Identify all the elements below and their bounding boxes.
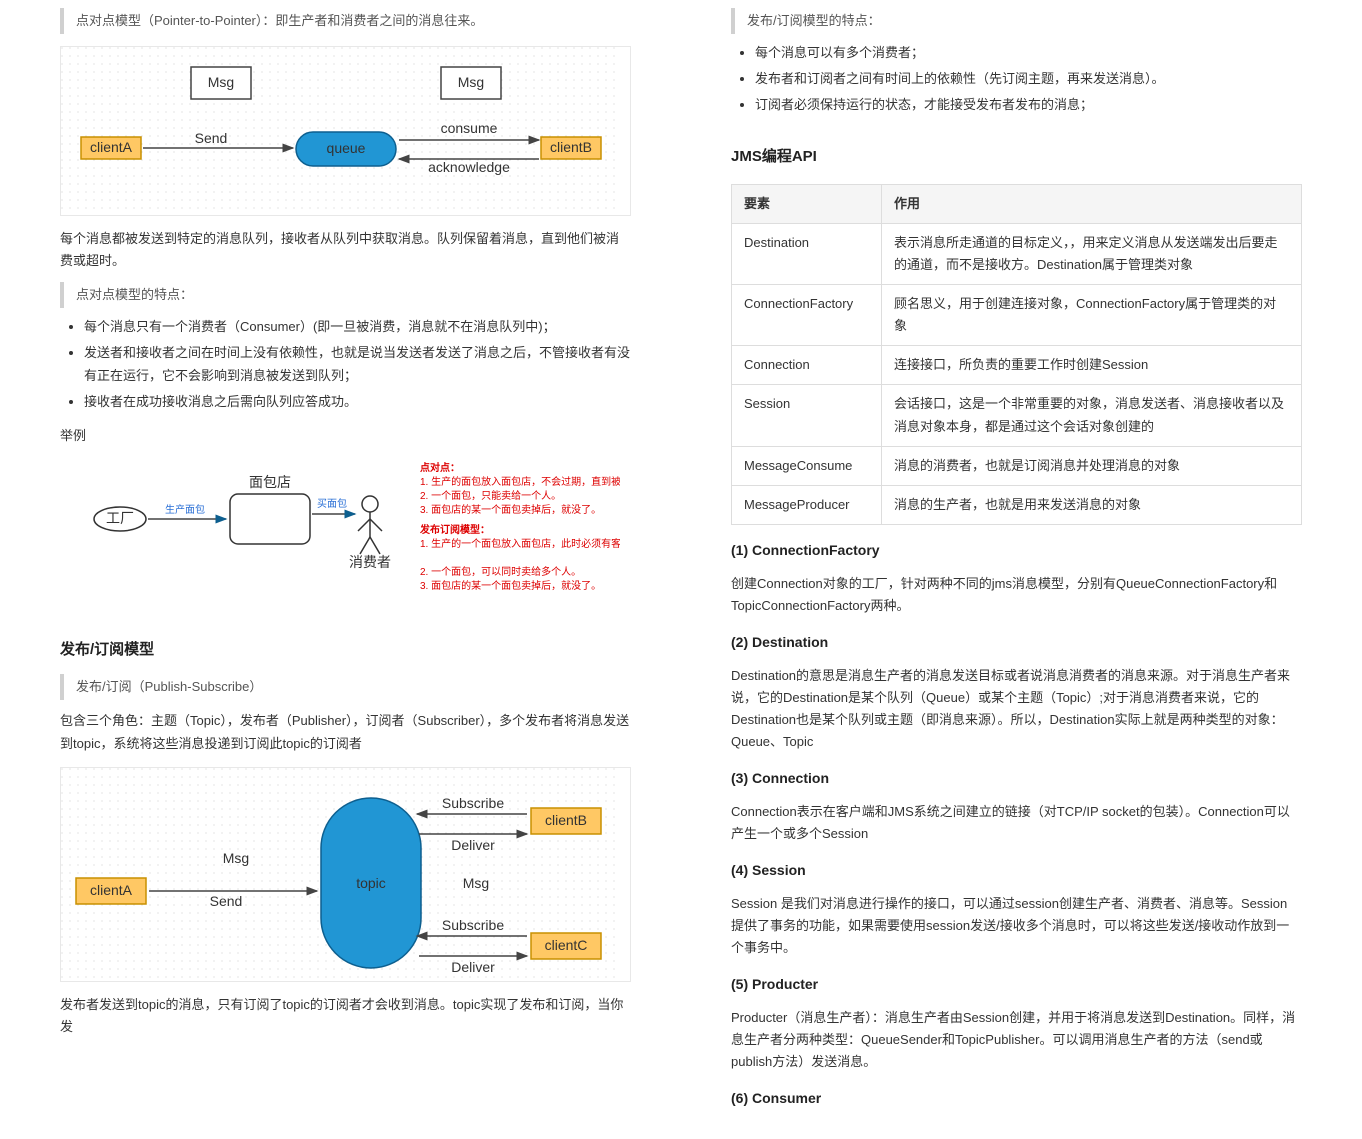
svg-text:工厂: 工厂 (106, 510, 134, 526)
svg-text:queue: queue (327, 140, 366, 156)
table-cell: Connection (732, 346, 882, 385)
list-item: 发送者和接收者之间在时间上没有依赖性，也就是说当发送者发送了消息之后，不管接收者… (84, 342, 631, 386)
section-heading: (1) ConnectionFactory (731, 539, 1302, 563)
section-heading: (5) Producter (731, 973, 1302, 997)
svg-text:clientB: clientB (550, 139, 592, 155)
quote-p2p-features: 点对点模型的特点： (60, 282, 631, 308)
diagram-pubsub-topic: clientA topic clientB clientC Msg Msg Se… (60, 767, 631, 982)
table-row: Destination表示消息所走通道的目标定义，，用来定义消息从发送端发出后要… (732, 223, 1302, 284)
list-item: 每个消息可以有多个消费者； (755, 42, 1302, 64)
p2p-feature-list: 每个消息只有一个消费者（Consumer）(即一旦被消费，消息就不在消息队列中)… (84, 316, 631, 412)
section-para: Session 是我们对消息进行操作的接口，可以通过session创建生产者、消… (731, 893, 1302, 959)
svg-text:acknowledge: acknowledge (428, 159, 510, 175)
svg-text:面包店: 面包店 (249, 474, 291, 490)
svg-text:Subscribe: Subscribe (442, 795, 504, 811)
svg-text:发布订阅模型：: 发布订阅模型： (419, 523, 490, 536)
section-heading: (4) Session (731, 859, 1302, 883)
table-cell: 消息的生产者，也就是用来发送消息的对象 (882, 485, 1302, 524)
svg-text:3. 面包店的某一个面包卖掉后，就没了。: 3. 面包店的某一个面包卖掉后，就没了。 (420, 579, 601, 592)
svg-text:topic: topic (356, 875, 386, 891)
svg-text:2. 一个面包，可以同时卖给多个人。: 2. 一个面包，可以同时卖给多个人。 (420, 565, 581, 578)
table-cell: 顾名思义，用于创建连接对象，ConnectionFactory属于管理类的对象 (882, 285, 1302, 346)
svg-text:Deliver: Deliver (451, 959, 495, 975)
table-row: MessageProducer消息的生产者，也就是用来发送消息的对象 (732, 485, 1302, 524)
table-row: Connection连接接口，所负责的重要工作时创建Session (732, 346, 1302, 385)
jms-api-table: 要素 作用 Destination表示消息所走通道的目标定义，，用来定义消息从发… (731, 184, 1302, 525)
table-cell: Destination (732, 223, 882, 284)
svg-text:3. 面包店的某一个面包卖掉后，就没了。: 3. 面包店的某一个面包卖掉后，就没了。 (420, 503, 601, 516)
svg-text:1. 生产的一个面包放入面包店，此时必须有客户等待购买，否则: 1. 生产的一个面包放入面包店，此时必须有客户等待购买，否则延时期作废。 (420, 537, 620, 550)
para-pubsub-desc: 包含三个角色：主题（Topic），发布者（Publisher），订阅者（Subs… (60, 710, 631, 754)
list-item: 每个消息只有一个消费者（Consumer）(即一旦被消费，消息就不在消息队列中)… (84, 316, 631, 338)
quote-pubsub: 发布/订阅（Publish-Subscribe） (60, 674, 631, 700)
svg-text:clientA: clientA (90, 882, 133, 898)
svg-text:consume: consume (441, 120, 498, 136)
quote-p2p: 点对点模型（Pointer-to-Pointer）：即生产者和消费者之间的消息往… (60, 8, 631, 34)
table-cell: 消息的消费者，也就是订阅消息并处理消息的对象 (882, 446, 1302, 485)
heading-jms-api: JMS编程API (731, 144, 1302, 170)
para-pubsub2: 发布者发送到topic的消息，只有订阅了topic的订阅者才会收到消息。topi… (60, 994, 631, 1038)
table-cell: 表示消息所走通道的目标定义，，用来定义消息从发送端发出后要走的通道，而不是接收方… (882, 223, 1302, 284)
list-item: 接收者在成功接收消息之后需向队列应答成功。 (84, 391, 631, 413)
diagram-bread-analogy: 工厂 面包店 生产面包 消费者 买面包 点对点： 1. 生产的面包放入面包店，不… (60, 459, 631, 609)
svg-text:1. 生产的面包放入面包店，不会过期，直到被人买。: 1. 生产的面包放入面包店，不会过期，直到被人买。 (420, 475, 620, 488)
section-para: Connection表示在客户端和JMS系统之间建立的链接（对TCP/IP so… (731, 801, 1302, 845)
svg-text:Msg: Msg (223, 850, 249, 866)
table-cell: MessageConsume (732, 446, 882, 485)
list-item: 订阅者必须保持运行的状态，才能接受发布者发布的消息； (755, 94, 1302, 116)
svg-text:Subscribe: Subscribe (442, 917, 504, 933)
para-p2p-desc: 每个消息都被发送到特定的消息队列，接收者从队列中获取消息。队列保留着消息，直到他… (60, 228, 631, 272)
svg-text:clientC: clientC (545, 937, 588, 953)
svg-text:Msg: Msg (463, 875, 489, 891)
svg-text:clientB: clientB (545, 812, 587, 828)
svg-text:Msg: Msg (458, 74, 484, 90)
svg-text:买面包: 买面包 (317, 497, 347, 510)
svg-text:点对点：: 点对点： (420, 461, 460, 474)
svg-text:Msg: Msg (208, 74, 234, 90)
section-heading: (6) Consumer (731, 1087, 1302, 1111)
table-cell: Session (732, 385, 882, 446)
svg-text:Send: Send (195, 130, 228, 146)
table-cell: 连接接口，所负责的重要工作时创建Session (882, 346, 1302, 385)
svg-text:消费者: 消费者 (349, 554, 391, 570)
table-header: 要素 (732, 184, 882, 223)
section-para: Producter（消息生产者）：消息生产者由Session创建，并用于将消息发… (731, 1007, 1302, 1073)
svg-text:clientA: clientA (90, 139, 133, 155)
svg-text:Send: Send (210, 893, 243, 909)
section-para: Destination的意思是消息生产者的消息发送目标或者说消息消费者的消息来源… (731, 665, 1302, 753)
left-column: 点对点模型（Pointer-to-Pointer）：即生产者和消费者之间的消息往… (0, 0, 681, 1139)
section-heading: (2) Destination (731, 631, 1302, 655)
diagram-p2p-queue: clientA clientB queue Msg Msg Send consu… (60, 46, 631, 216)
list-item: 发布者和订阅者之间有时间上的依赖性（先订阅主题，再来发送消息）。 (755, 68, 1302, 90)
table-cell: 会话接口，这是一个非常重要的对象，消息发送者、消息接收者以及消息对象本身，都是通… (882, 385, 1302, 446)
table-row: MessageConsume消息的消费者，也就是订阅消息并处理消息的对象 (732, 446, 1302, 485)
quote-pubsub-features: 发布/订阅模型的特点： (731, 8, 1302, 34)
table-row: Session会话接口，这是一个非常重要的对象，消息发送者、消息接收者以及消息对… (732, 385, 1302, 446)
svg-text:Deliver: Deliver (451, 837, 495, 853)
table-cell: MessageProducer (732, 485, 882, 524)
svg-text:2. 一个面包，只能卖给一个人。: 2. 一个面包，只能卖给一个人。 (420, 489, 561, 502)
heading-pubsub: 发布/订阅模型 (60, 637, 631, 663)
svg-text:生产面包: 生产面包 (165, 503, 205, 516)
example-label: 举例 (60, 425, 631, 447)
table-header: 作用 (882, 184, 1302, 223)
pubsub-feature-list: 每个消息可以有多个消费者； 发布者和订阅者之间有时间上的依赖性（先订阅主题，再来… (755, 42, 1302, 116)
table-cell: ConnectionFactory (732, 285, 882, 346)
table-row: ConnectionFactory顾名思义，用于创建连接对象，Connectio… (732, 285, 1302, 346)
section-heading: (3) Connection (731, 767, 1302, 791)
right-column: 发布/订阅模型的特点： 每个消息可以有多个消费者； 发布者和订阅者之间有时间上的… (681, 0, 1362, 1139)
section-para: 创建Connection对象的工厂，针对两种不同的jms消息模型，分别有Queu… (731, 573, 1302, 617)
